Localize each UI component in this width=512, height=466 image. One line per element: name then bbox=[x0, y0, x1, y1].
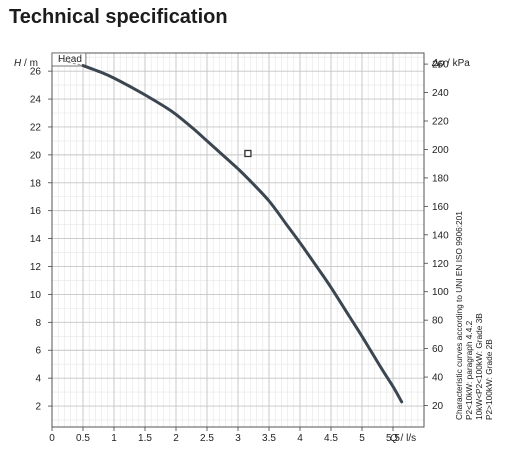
x-tick-label: 3.5 bbox=[262, 433, 276, 444]
x-tick-label: 4.5 bbox=[324, 433, 338, 444]
curve-label: Head bbox=[58, 54, 82, 65]
x-axis-title: Q / l/s bbox=[390, 433, 416, 444]
page-title: Technical specification bbox=[9, 6, 228, 28]
y-tick-label: 12 bbox=[30, 262, 42, 273]
y-tick-label: 20 bbox=[30, 150, 42, 161]
y2-axis-symbol: Δp bbox=[431, 58, 445, 69]
x-tick-label: 2.5 bbox=[200, 433, 214, 444]
standards-notes: Characteristic curves according to UNI E… bbox=[454, 211, 494, 420]
x-axis-unit: l/s bbox=[406, 433, 416, 444]
y2-tick-label: 160 bbox=[432, 202, 449, 213]
y2-tick-label: 180 bbox=[432, 173, 449, 184]
x-tick-label: 1.5 bbox=[138, 433, 152, 444]
x-axis: 0 0.5 1 1.5 2 2.5 3 3.5 4 4.5 5 5.5 bbox=[49, 427, 400, 444]
y2-tick-label: 120 bbox=[432, 259, 449, 270]
y2-axis-unit: kPa bbox=[453, 58, 471, 69]
y-axis-title: H / m bbox=[14, 58, 38, 69]
y-tick-label: 4 bbox=[35, 374, 41, 385]
x-tick-label: 3 bbox=[235, 433, 241, 444]
y-tick-label: 22 bbox=[30, 122, 42, 133]
note-line: P2>100kW: Grade 2B bbox=[484, 339, 494, 420]
y2-tick-label: 240 bbox=[432, 88, 449, 99]
y-axis-right: 20 40 60 80 100 120 140 160 180 200 220 240 260 bbox=[424, 60, 449, 412]
x-tick-label: 1 bbox=[111, 433, 117, 444]
y-tick-label: 2 bbox=[35, 402, 41, 413]
y2-tick-label: 140 bbox=[432, 230, 449, 241]
x-tick-label: 5 bbox=[359, 433, 365, 444]
y2-tick-label: 20 bbox=[432, 401, 444, 412]
note-line: 10kW<P2<100kW: Grade 3B bbox=[474, 313, 484, 420]
y-axis-symbol: H bbox=[14, 58, 22, 69]
y2-tick-label: 200 bbox=[432, 145, 449, 156]
y2-tick-label: 40 bbox=[432, 373, 444, 384]
x-tick-label: 5.5 bbox=[386, 433, 400, 444]
y-tick-label: 14 bbox=[30, 234, 42, 245]
grid-major bbox=[52, 53, 424, 427]
x-tick-label: 0.5 bbox=[76, 433, 90, 444]
y-tick-label: 8 bbox=[35, 318, 41, 329]
y-tick-label: 26 bbox=[30, 67, 42, 78]
note-line: Characteristic curves according to UNI E… bbox=[454, 211, 464, 420]
x-axis-symbol: Q bbox=[390, 433, 398, 444]
curve-label-box bbox=[51, 52, 87, 67]
series-group bbox=[58, 59, 404, 404]
y-tick-label: 24 bbox=[30, 95, 42, 106]
y-tick-label: 18 bbox=[30, 178, 42, 189]
y2-tick-label: 80 bbox=[432, 316, 444, 327]
x-tick-label: 4 bbox=[297, 433, 303, 444]
y-tick-label: 16 bbox=[30, 206, 42, 217]
y2-tick-label: 60 bbox=[432, 344, 444, 355]
y2-axis-title: Δp / kPa bbox=[431, 58, 470, 69]
x-tick-label: 0 bbox=[49, 433, 55, 444]
y-tick-label: 6 bbox=[35, 346, 41, 357]
y-axis-unit: m bbox=[30, 58, 38, 69]
x-tick-label: 2 bbox=[173, 433, 179, 444]
y2-tick-label: 220 bbox=[432, 117, 449, 128]
y2-tick-label: 260 bbox=[432, 60, 449, 71]
series-extension-dashed bbox=[58, 59, 84, 66]
y-tick-label: 10 bbox=[30, 290, 42, 301]
head-curve bbox=[81, 64, 404, 404]
note-line: P2<10kW: paragraph 4.4.2 bbox=[464, 320, 474, 420]
y2-tick-label: 100 bbox=[432, 287, 449, 298]
operating-point-marker bbox=[244, 149, 252, 158]
